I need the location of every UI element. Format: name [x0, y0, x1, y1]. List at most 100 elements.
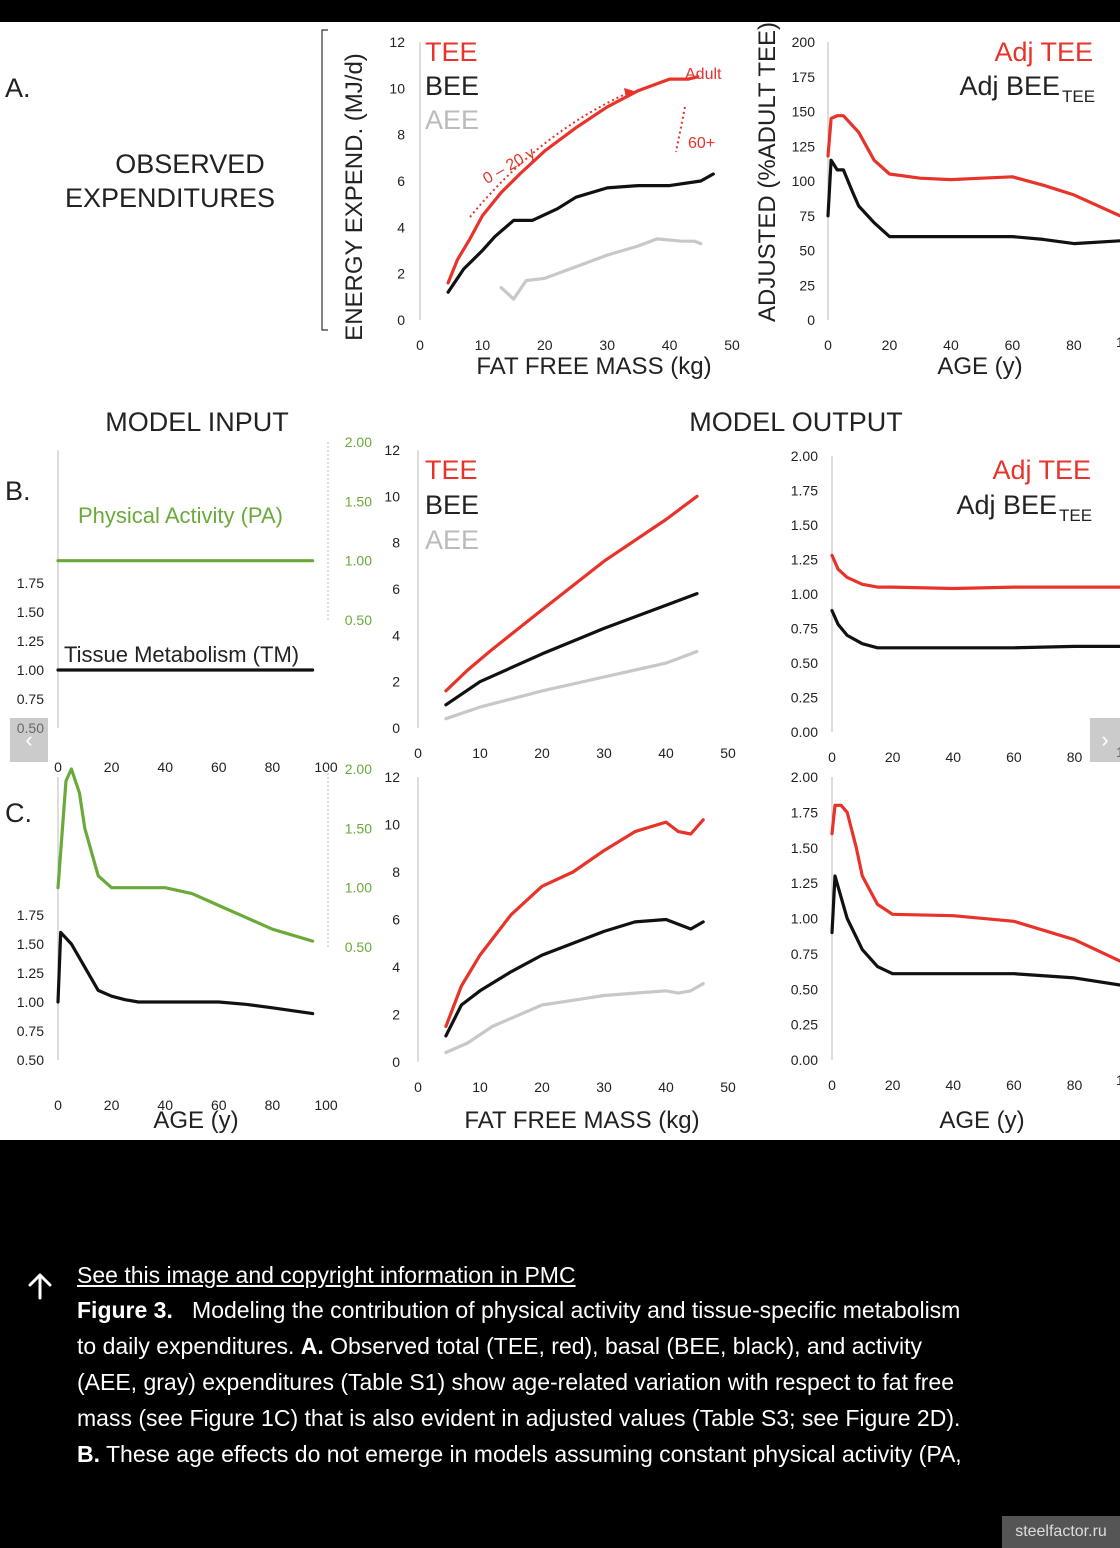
- model-output-title: MODEL OUTPUT: [689, 407, 903, 437]
- b-right-x-tick: 60: [1006, 749, 1022, 765]
- c-left-pa-y-tick: 2.00: [345, 761, 372, 777]
- a-left-y-tick: 6: [397, 173, 405, 189]
- age-axis-label-c-right: AGE (y): [939, 1107, 1024, 1134]
- c-right-x-tick: 20: [885, 1077, 901, 1093]
- row-label-a: A.: [5, 73, 31, 103]
- b-right-x-tick: 80: [1067, 749, 1083, 765]
- c-left-x-tick: 20: [104, 1097, 120, 1113]
- row-label-c: C.: [5, 798, 32, 828]
- c-right-y-tick: 1.75: [791, 804, 818, 820]
- b-right-y-tick: 1.25: [791, 552, 818, 568]
- b-middle-tee-line: [444, 494, 699, 693]
- next-image-button[interactable]: ›: [1090, 718, 1120, 762]
- c-right-y-tick: 0.25: [791, 1017, 818, 1033]
- adjusted-axis-label: ADJUSTED (%ADULT TEE): [754, 22, 781, 322]
- caption-a-label: A.: [300, 1333, 324, 1359]
- pmc-copyright-link[interactable]: See this image and copyright information…: [77, 1262, 576, 1288]
- c-left-x-tick: 0: [54, 1097, 62, 1113]
- caption-line-2a: to daily expenditures.: [77, 1333, 295, 1359]
- pa-label: Physical Activity (PA): [78, 503, 283, 528]
- a-right-x-tick: 20: [882, 337, 898, 353]
- c-left-pa-y-tick: 1.50: [345, 820, 372, 836]
- c-middle-aee-line: [444, 981, 705, 1055]
- b-middle-y-tick: 2: [392, 674, 400, 690]
- c-right-y-tick: 1.50: [791, 840, 818, 856]
- a-right-x-tick: 0: [824, 337, 832, 353]
- b-left-x-tick: 20: [104, 759, 120, 775]
- a-left-y-tick: 4: [397, 219, 405, 235]
- observed-label-line1: OBSERVED: [115, 149, 265, 179]
- figure-image: A. OBSERVED EXPENDITURES ENERGY EXPEND. …: [0, 22, 1120, 1140]
- a-right-x-tick: 60: [1005, 337, 1021, 353]
- c-middle-y-tick: 12: [384, 769, 400, 785]
- c-left-x-tick: 60: [211, 1097, 227, 1113]
- energy-axis-label-a: ENERGY EXPEND. (MJ/d): [341, 53, 368, 341]
- c-middle-y-tick: 8: [392, 864, 400, 880]
- ffm-axis-label-a: FAT FREE MASS (kg): [476, 353, 711, 380]
- a-left-y-tick: 10: [389, 80, 405, 96]
- a-right-y-tick: 200: [792, 34, 816, 50]
- tm-label: Tissue Metabolism (TM): [64, 642, 299, 667]
- a-left-x-tick: 30: [599, 337, 615, 353]
- c-left-pa-y-tick: 0.50: [345, 939, 372, 955]
- c-right-adj-tee-line: [830, 803, 1120, 963]
- age-axis-label-c-left: AGE (y): [153, 1107, 238, 1134]
- legend-aee-b: AEE: [425, 525, 479, 555]
- c-left-tm-y-tick: 1.75: [17, 907, 44, 923]
- c-left-x-tick: 40: [157, 1097, 173, 1113]
- c-middle-x-tick: 0: [414, 1079, 422, 1095]
- a-right-y-tick: 125: [792, 138, 816, 154]
- a-left-x-tick: 40: [662, 337, 678, 353]
- b-left-pa-y-tick: 1.00: [345, 553, 372, 569]
- c-left-x-tick: 80: [265, 1097, 281, 1113]
- b-right-y-tick: 0.75: [791, 621, 818, 637]
- age-arrow-dotted: [469, 91, 631, 218]
- watermark: steelfactor.ru: [1002, 1516, 1120, 1548]
- c-right-y-tick: 0.00: [791, 1052, 818, 1068]
- row-label-b: B.: [5, 476, 31, 506]
- legend-tee-b: TEE: [425, 455, 478, 485]
- c-middle-y-tick: 0: [392, 1054, 400, 1070]
- legend-adj-bee-b: Adj BEE: [956, 490, 1057, 520]
- b-middle-x-tick: 40: [658, 745, 674, 761]
- caption-line-4: mass (see Figure 1C) that is also eviden…: [77, 1405, 961, 1431]
- legend-adj-bee-sub-b: TEE: [1059, 506, 1092, 525]
- c-middle-x-tick: 50: [720, 1079, 736, 1095]
- arrow-up-icon[interactable]: [24, 1270, 56, 1302]
- b-middle-y-tick: 8: [392, 535, 400, 551]
- ffm-axis-label-c: FAT FREE MASS (kg): [464, 1107, 699, 1134]
- caption-line-2b: Observed total (TEE, red), basal (BEE, b…: [330, 1333, 922, 1359]
- b-right-x-tick: 0: [828, 749, 836, 765]
- c-right-y-tick: 2.00: [791, 769, 818, 785]
- a-right-adj-bee-tee-line: [826, 158, 1120, 246]
- legend-aee-a: AEE: [425, 105, 479, 135]
- b-left-tm-y-tick: 0.75: [17, 691, 44, 707]
- b-right-adj-bee-tee-line: [830, 608, 1120, 650]
- legend-bee-a: BEE: [425, 71, 479, 101]
- a-right-x-tick: 40: [943, 337, 959, 353]
- b-left-x-tick: 80: [265, 759, 281, 775]
- b-left-tm-y-tick: 1.25: [17, 633, 44, 649]
- c-left-tm-y-tick: 1.00: [17, 994, 44, 1010]
- a-left-y-tick: 0: [397, 312, 405, 328]
- b-left-x-tick: 40: [157, 759, 173, 775]
- b-left-x-tick: 100: [314, 759, 338, 775]
- prev-image-button[interactable]: ‹: [10, 718, 48, 762]
- caption-line-5: These age effects do not emerge in model…: [105, 1441, 962, 1467]
- b-middle-y-tick: 12: [384, 442, 400, 458]
- c-middle-x-tick: 20: [534, 1079, 550, 1095]
- c-middle-y-tick: 6: [392, 912, 400, 928]
- b-middle-bee-line: [444, 591, 699, 707]
- annotation-adult: Adult: [685, 66, 722, 83]
- annotation-60plus: 60+: [688, 135, 715, 152]
- legend-adj-tee-b: Adj TEE: [992, 455, 1091, 485]
- b-left-tm-y-tick: 1.00: [17, 662, 44, 678]
- c-middle-x-tick: 10: [472, 1079, 488, 1095]
- b-right-y-tick: 0.50: [791, 655, 818, 671]
- c-right-y-tick: 0.50: [791, 981, 818, 997]
- legend-adj-bee-sub-a: TEE: [1062, 87, 1095, 106]
- b-middle-y-tick: 4: [392, 627, 400, 643]
- c-right-x-tick-cut: 1: [1116, 1072, 1120, 1088]
- a-right-y-tick: 75: [799, 208, 815, 224]
- c-middle-x-tick: 30: [596, 1079, 612, 1095]
